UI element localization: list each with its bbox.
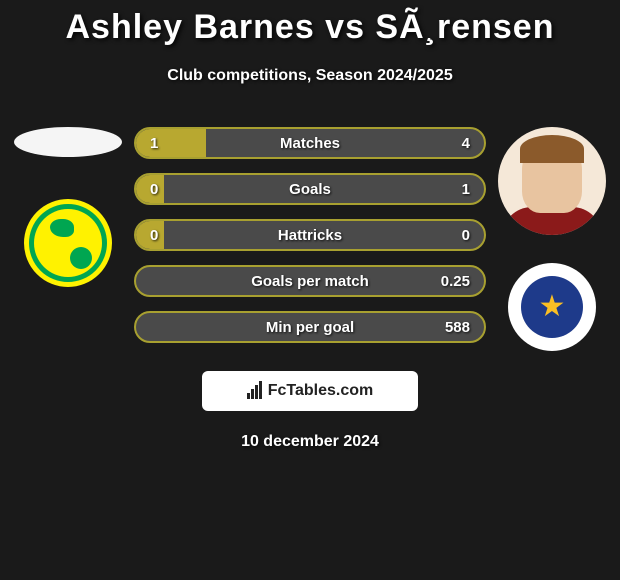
pompey-inner-icon: ★ bbox=[521, 276, 583, 338]
right-player-avatar bbox=[498, 127, 606, 235]
stat-label: Goals bbox=[136, 181, 484, 198]
stat-bar: 1Matches4 bbox=[134, 127, 486, 159]
stat-label: Goals per match bbox=[136, 273, 484, 290]
left-player-column bbox=[8, 127, 128, 351]
norwich-inner-icon bbox=[34, 209, 102, 277]
bar-chart-icon bbox=[247, 381, 262, 401]
stat-bar: Goals per match0.25 bbox=[134, 265, 486, 297]
ball-icon bbox=[70, 247, 92, 269]
right-club-crest: ★ bbox=[508, 263, 596, 351]
stat-bar: 0Goals1 bbox=[134, 173, 486, 205]
stat-right-value: 4 bbox=[462, 135, 470, 152]
stat-bar: Min per goal588 bbox=[134, 311, 486, 343]
left-club-crest bbox=[24, 199, 112, 287]
stat-right-value: 0 bbox=[462, 227, 470, 244]
avatar-hair-icon bbox=[520, 135, 584, 163]
stat-label: Min per goal bbox=[136, 319, 484, 336]
stat-right-value: 0.25 bbox=[441, 273, 470, 290]
right-player-column: ★ bbox=[492, 127, 612, 351]
left-player-avatar bbox=[14, 127, 122, 157]
stats-bars: 1Matches40Goals10Hattricks0Goals per mat… bbox=[128, 127, 492, 351]
stat-bar: 0Hattricks0 bbox=[134, 219, 486, 251]
star-crescent-icon: ★ bbox=[539, 292, 566, 322]
stat-label: Hattricks bbox=[136, 227, 484, 244]
canary-icon bbox=[50, 219, 74, 237]
footer-date: 10 december 2024 bbox=[0, 433, 620, 451]
stat-right-value: 588 bbox=[445, 319, 470, 336]
infographic-root: Ashley Barnes vs SÃ¸rensen Club competit… bbox=[0, 0, 620, 451]
stat-label: Matches bbox=[136, 135, 484, 152]
brand-badge: FcTables.com bbox=[202, 371, 418, 411]
brand-label: FcTables.com bbox=[268, 382, 374, 400]
content-row: 1Matches40Goals10Hattricks0Goals per mat… bbox=[0, 127, 620, 351]
subtitle: Club competitions, Season 2024/2025 bbox=[0, 67, 620, 85]
page-title: Ashley Barnes vs SÃ¸rensen bbox=[0, 8, 620, 47]
stat-right-value: 1 bbox=[462, 181, 470, 198]
